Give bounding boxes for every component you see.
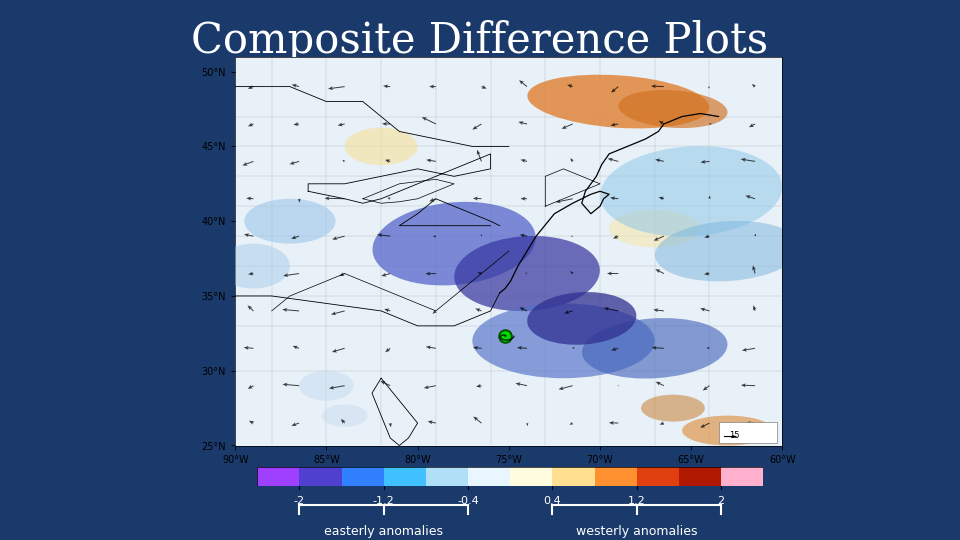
Ellipse shape	[655, 221, 801, 281]
Text: 2: 2	[717, 496, 725, 506]
Ellipse shape	[527, 75, 709, 129]
Ellipse shape	[600, 146, 782, 237]
Bar	[511, 467, 552, 486]
Ellipse shape	[345, 128, 418, 165]
Bar	[342, 467, 384, 486]
Ellipse shape	[372, 202, 536, 286]
Text: -1.2: -1.2	[372, 496, 395, 506]
Text: westerly anomalies: westerly anomalies	[576, 525, 698, 538]
Text: 250-850 hPa Zonal Steering Flow at Initialization: 250-850 hPa Zonal Steering Flow at Initi…	[295, 76, 665, 91]
Bar	[679, 467, 721, 486]
Text: 0.4: 0.4	[543, 496, 562, 506]
Ellipse shape	[322, 404, 368, 427]
Ellipse shape	[618, 90, 728, 128]
Ellipse shape	[217, 244, 290, 288]
Ellipse shape	[609, 210, 701, 247]
Ellipse shape	[527, 292, 636, 345]
Ellipse shape	[454, 236, 600, 311]
Ellipse shape	[641, 395, 705, 422]
Bar	[384, 467, 426, 486]
Text: easterly anomalies: easterly anomalies	[324, 525, 444, 538]
Bar	[636, 467, 679, 486]
Text: -2: -2	[294, 496, 305, 506]
Bar	[552, 467, 594, 486]
Ellipse shape	[472, 303, 655, 378]
Text: -0.4: -0.4	[457, 496, 479, 506]
Ellipse shape	[300, 371, 354, 401]
Ellipse shape	[245, 199, 336, 244]
Bar	[468, 467, 511, 486]
Bar	[721, 467, 763, 486]
Text: 15: 15	[730, 430, 740, 440]
Text: Composite Difference Plots: Composite Difference Plots	[191, 19, 769, 62]
Ellipse shape	[682, 416, 774, 446]
Bar	[300, 467, 342, 486]
Ellipse shape	[582, 318, 728, 379]
FancyBboxPatch shape	[718, 422, 777, 442]
Bar	[426, 467, 468, 486]
Bar	[594, 467, 636, 486]
Text: 1.2: 1.2	[628, 496, 645, 506]
Bar	[257, 467, 300, 486]
